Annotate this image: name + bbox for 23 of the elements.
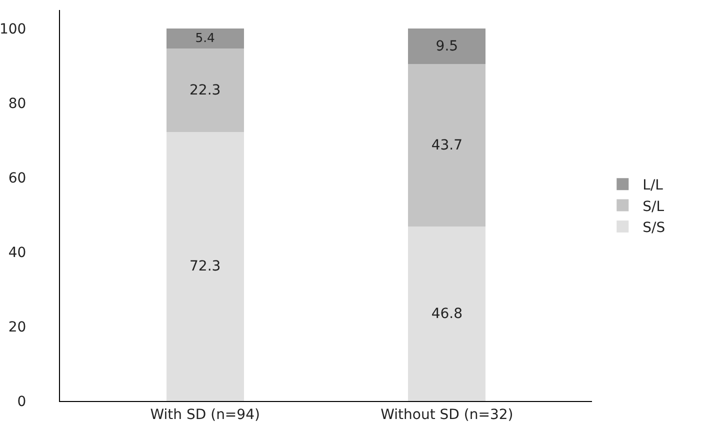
data-label: 9.5 xyxy=(436,38,458,54)
bar xyxy=(408,28,486,64)
data-label: 43.7 xyxy=(431,137,462,154)
legend-label: L/L xyxy=(642,178,664,194)
x-tick-label: Without SD (n=32) xyxy=(380,406,514,423)
data-label: 22.3 xyxy=(190,82,221,98)
bar xyxy=(166,132,244,401)
y-tick-label: 100 xyxy=(0,22,26,38)
data-label: 5.4 xyxy=(195,31,216,46)
y-tick-label: 80 xyxy=(8,96,26,112)
bar xyxy=(166,28,244,49)
y-tick-label: 0 xyxy=(17,394,26,410)
bar xyxy=(166,48,244,132)
y-tick-label: 60 xyxy=(8,170,26,186)
y-tick-label: 40 xyxy=(8,244,26,261)
x-tick-label: With SD (n=94) xyxy=(150,406,260,423)
data-label: 46.8 xyxy=(431,306,462,322)
y-tick-label: 20 xyxy=(8,319,26,336)
bar xyxy=(408,226,486,401)
data-label: 72.3 xyxy=(190,258,221,274)
bar xyxy=(408,64,486,227)
legend-label: S/L xyxy=(642,198,664,215)
legend-label: S/S xyxy=(642,220,666,236)
